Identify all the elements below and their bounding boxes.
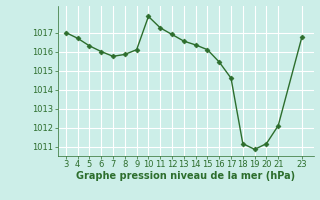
X-axis label: Graphe pression niveau de la mer (hPa): Graphe pression niveau de la mer (hPa) bbox=[76, 171, 295, 181]
